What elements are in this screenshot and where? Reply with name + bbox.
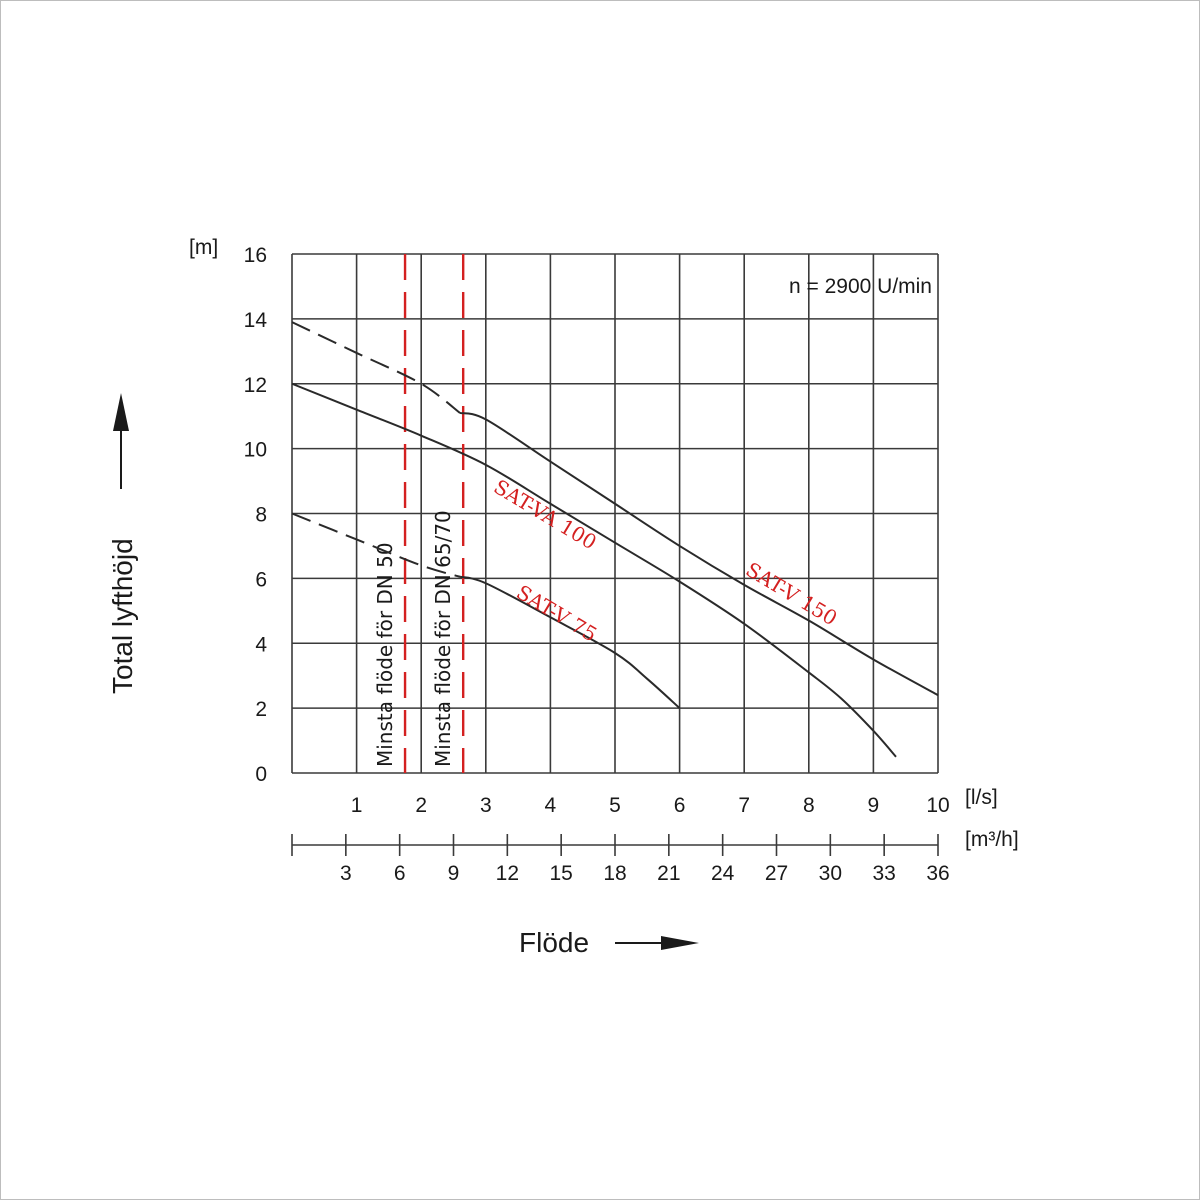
y-unit-label: [m] <box>189 236 218 259</box>
x-tick-label-1: 1 <box>351 794 363 817</box>
x-axis-arrow-icon <box>615 936 699 950</box>
min-flow-label-2: Minsta flöde för DN 65/70 <box>431 510 455 767</box>
x2-tick-label-18: 18 <box>603 862 626 885</box>
y-tick-label-0: 0 <box>255 763 267 786</box>
y-tick-label-10: 10 <box>244 439 267 462</box>
x2-tick-label-30: 30 <box>819 862 842 885</box>
x-tick-label-6: 6 <box>674 794 686 817</box>
x2-tick-label-15: 15 <box>549 862 572 885</box>
x-axis-title: Flöde <box>519 927 589 958</box>
x2-tick-label-9: 9 <box>448 862 460 885</box>
y-tick-label-4: 4 <box>255 633 267 656</box>
x-tick-label-4: 4 <box>545 794 557 817</box>
x-tick-label-7: 7 <box>738 794 750 817</box>
curve-label-sat-va-100: SAT-VA 100 <box>490 475 601 555</box>
x-unit-label: [l/s] <box>965 786 998 809</box>
x2-unit-label: [m³/h] <box>965 828 1019 851</box>
x-tick-label-8: 8 <box>803 794 815 817</box>
x2-tick-label-21: 21 <box>657 862 680 885</box>
grid <box>291 253 939 774</box>
min-flow-label-1: Minsta flöde för DN 50 <box>373 542 397 767</box>
speed-note: n = 2900 U/min <box>789 275 932 298</box>
curve-label-sat-v-150: SAT-V 150 <box>742 557 842 630</box>
minimum-flow-markers: Minsta flöde för DN 50 Minsta flöde för D… <box>373 254 465 773</box>
x2-tick-label-3: 3 <box>340 862 352 885</box>
y-axis-title: Total lyfthöjd <box>107 538 138 694</box>
y-tick-label-12: 12 <box>244 374 267 397</box>
x2-tick-label-24: 24 <box>711 862 735 885</box>
curve-label-sat-v-75: SAT-V 75 <box>512 580 601 647</box>
curve-sat-v-150-dashed <box>291 321 461 414</box>
y-tick-label-6: 6 <box>255 568 267 591</box>
curve-sat-v-150 <box>459 411 939 697</box>
x2-tick-label-12: 12 <box>496 862 519 885</box>
curve-sat-va-100 <box>291 382 897 758</box>
x-tick-label-10: 10 <box>926 794 949 817</box>
x2-tick-label-27: 27 <box>765 862 788 885</box>
x2-tick-label-33: 33 <box>872 862 895 885</box>
y-tick-label-14: 14 <box>244 309 268 332</box>
x2-tick-label-36: 36 <box>926 862 949 885</box>
y-tick-label-16: 16 <box>244 244 267 267</box>
y-axis-arrow-icon <box>113 393 129 489</box>
secondary-x-axis: 3 6 9 12 15 18 21 24 27 30 33 36 <box>291 834 950 885</box>
x-tick-label-5: 5 <box>609 794 621 817</box>
x-tick-label-3: 3 <box>480 794 492 817</box>
x-tick-label-2: 2 <box>415 794 427 817</box>
x2-tick-label-6: 6 <box>394 862 406 885</box>
x-tick-label-9: 9 <box>868 794 880 817</box>
curve-sat-v-75 <box>459 575 681 709</box>
y-tick-label-8: 8 <box>255 504 267 527</box>
curve-sat-v-75-dashed <box>291 512 461 578</box>
y-tick-label-2: 2 <box>255 698 267 721</box>
